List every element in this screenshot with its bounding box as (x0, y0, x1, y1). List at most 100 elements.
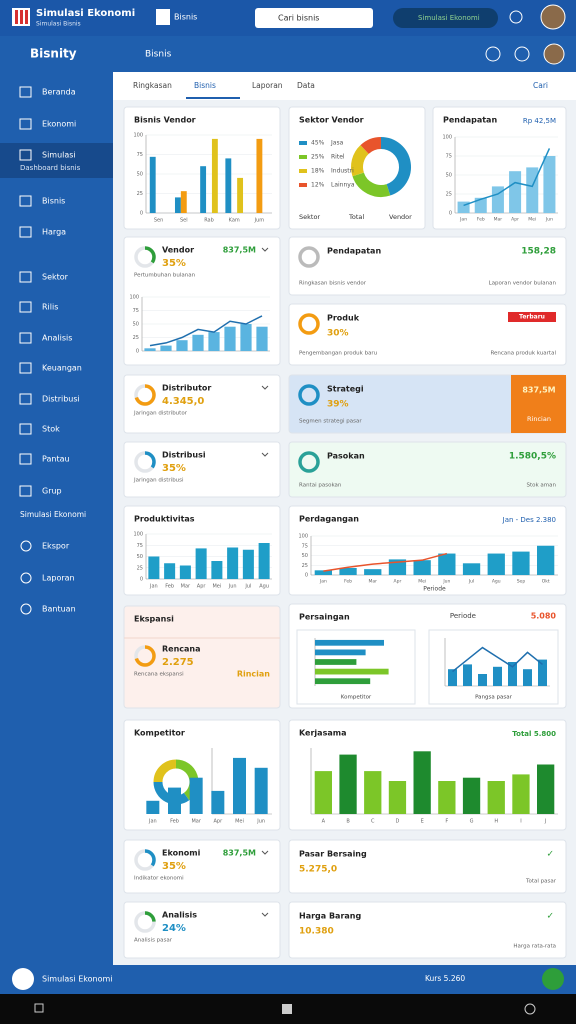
nav-icon (19, 301, 32, 313)
nav-item[interactable]: Laporan (42, 574, 75, 583)
stat-note: Stok aman (526, 483, 556, 489)
nav-item[interactable]: Harga (42, 228, 66, 237)
help-icon[interactable] (485, 46, 501, 62)
tab[interactable]: Laporan (252, 81, 283, 90)
y-tick-label: 50 (137, 554, 143, 560)
x-tick-label: I (520, 819, 521, 825)
nav-item[interactable]: Simulasi (42, 151, 76, 160)
x-tick-label: Mei (528, 217, 536, 223)
notification-icon[interactable] (509, 10, 523, 24)
avatar-small[interactable] (543, 43, 565, 65)
x-tick-label: J (544, 819, 546, 825)
stat-note: Ringkasan bisnis vendor (299, 281, 367, 287)
logo-subtext: Simulasi Bisnis (36, 21, 81, 28)
stat-title: Produk (327, 314, 360, 323)
search-box[interactable] (255, 8, 373, 28)
status-ring (298, 313, 320, 335)
bar (523, 669, 532, 686)
bar (148, 556, 160, 579)
x-tick-label: Apr (394, 579, 402, 585)
x-tick-label: G (470, 819, 474, 825)
y-tick-label: 100 (129, 295, 139, 301)
bar (526, 167, 539, 213)
x-tick-label: Agu (492, 579, 501, 585)
period-label[interactable]: Periode (450, 612, 476, 620)
chevron[interactable] (261, 912, 269, 917)
card (123, 839, 281, 894)
bar (388, 781, 407, 814)
x-tick-label: Jan (148, 819, 157, 825)
tab-search[interactable]: Cari (533, 81, 548, 90)
nav-item[interactable]: Grup (42, 487, 62, 496)
action-button[interactable] (542, 968, 564, 990)
avatar[interactable] (540, 4, 566, 30)
card-badge: Total 5.800 (512, 730, 556, 738)
chevron[interactable] (261, 385, 269, 390)
status-ring (298, 451, 320, 473)
ring (134, 451, 156, 473)
stat-note: Rantai pasokan (299, 483, 342, 489)
chevron[interactable] (261, 850, 269, 855)
kpi-note: Jaringan distribusi (133, 478, 184, 484)
nav-item[interactable]: Ekonomi (42, 120, 76, 129)
y-tick-label: 75 (137, 543, 143, 549)
y-tick-label: 0 (449, 211, 452, 217)
chevron[interactable] (261, 452, 269, 457)
line (323, 552, 448, 572)
line (149, 315, 263, 347)
nav-icon (19, 485, 32, 497)
y-tick-label: 50 (133, 322, 139, 328)
account-name[interactable]: Simulasi Ekonomi (418, 14, 480, 22)
nav-item[interactable]: Sektor (42, 273, 69, 282)
x-tick-label: Feb (165, 584, 174, 590)
x-tick-label: Sep (517, 579, 526, 585)
account-pill[interactable] (393, 8, 498, 28)
nav-item[interactable]: Bisnis (42, 197, 65, 206)
bar (315, 639, 384, 646)
nav-item[interactable]: Analisis (42, 334, 72, 343)
nav-item[interactable]: Ekspor (42, 542, 70, 551)
nav-item[interactable]: Pantau (42, 455, 70, 464)
bar (364, 771, 382, 814)
stat-subtitle: 30% (327, 329, 349, 339)
header-link[interactable]: Bisnis (174, 13, 197, 22)
stat-note: Rencana produk kuartal (490, 351, 556, 357)
bar (144, 348, 156, 351)
nav-home[interactable] (282, 1004, 292, 1014)
logo-stripe (15, 10, 18, 24)
tab[interactable]: Bisnis (194, 81, 216, 90)
card-title: Persaingan (299, 613, 350, 622)
legend-value: 18% (311, 168, 325, 175)
kpi-value: 2.275 (162, 657, 194, 668)
kpi-value: 35% (162, 861, 186, 872)
x-tick-label: Jun (545, 217, 553, 223)
nav-item[interactable]: Stok (42, 425, 60, 434)
bar (487, 781, 505, 814)
nav-item[interactable]: Rilis (42, 303, 58, 312)
bar (315, 659, 357, 665)
nav-recent[interactable] (524, 1003, 536, 1015)
side-value: 837,5M (522, 386, 555, 395)
nav-item[interactable]: Distribusi (42, 395, 80, 404)
bar (438, 553, 456, 575)
nav-back[interactable] (34, 1003, 44, 1013)
nav-item[interactable]: Bantuan (42, 605, 76, 614)
bar (314, 771, 332, 814)
nav-item[interactable]: Beranda (42, 88, 76, 97)
legend-swatch (299, 155, 307, 159)
bar (176, 340, 188, 351)
nav-icon (19, 149, 32, 161)
tab[interactable]: Ringkasan (133, 81, 172, 90)
settings-icon[interactable] (514, 46, 530, 62)
y-tick-label: 25 (302, 563, 308, 569)
footer-rate: Kurs 5.260 (425, 974, 465, 983)
y-tick-label: 50 (302, 553, 308, 559)
chevron[interactable] (261, 247, 269, 252)
nav-item[interactable]: Keuangan (42, 364, 82, 373)
bar (438, 781, 456, 814)
x-tick-label: Jum (254, 218, 265, 224)
card (123, 605, 281, 709)
tab[interactable]: Data (297, 81, 315, 90)
nav-icon (19, 332, 32, 344)
search-placeholder[interactable]: Cari bisnis (278, 14, 319, 23)
